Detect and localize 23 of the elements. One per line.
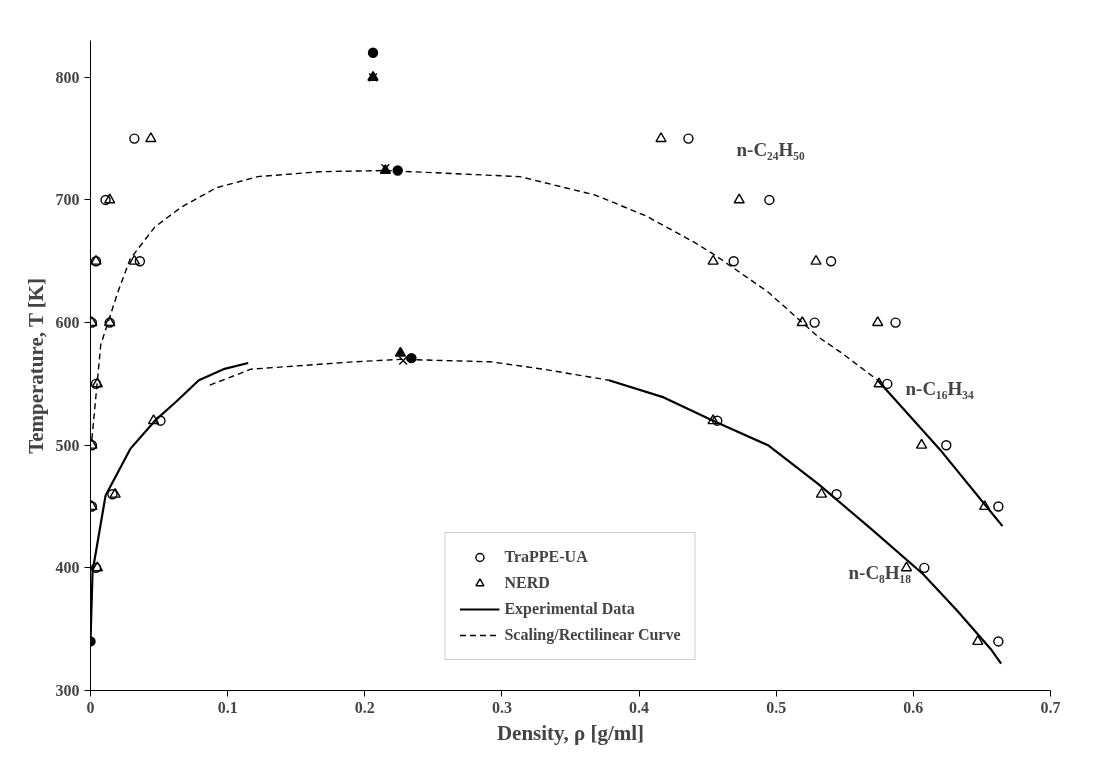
x-tick-label: 0.3 (491, 698, 512, 716)
x-axis-title: Density, ρ [g/ml] (496, 720, 645, 745)
x-tick-label: 0.4 (629, 698, 650, 716)
legend-label: Scaling/Rectilinear Curve (504, 626, 681, 644)
x-tick-label: 0.5 (766, 698, 787, 716)
y-axis-title: Temperature, T [K] (23, 277, 48, 454)
y-tick-label: 400 (55, 559, 80, 577)
y-tick-label: 500 (55, 436, 80, 454)
legend-label: TraPPE-UA (504, 548, 588, 566)
annotation: n-C₁₆H₃₄ (905, 377, 974, 399)
annotation: n-C₂₄H₅₀ (736, 138, 805, 160)
x-tick-label: 0.2 (354, 698, 375, 716)
y-tick-label: 300 (55, 682, 80, 699)
legend-label: NERD (504, 574, 550, 592)
y-tick-label: 800 (55, 68, 80, 86)
x-tick-label: 0.7 (1040, 698, 1061, 716)
y-tick-label: 600 (55, 314, 80, 332)
annotation: n-C₈H₁₈ (848, 561, 912, 583)
x-tick-label: 0.1 (217, 698, 238, 716)
x-tick-label: 0.6 (903, 698, 924, 716)
legend-label: Experimental Data (504, 600, 635, 618)
y-tick-label: 700 (55, 191, 80, 209)
x-tick-label: 0 (86, 698, 95, 716)
